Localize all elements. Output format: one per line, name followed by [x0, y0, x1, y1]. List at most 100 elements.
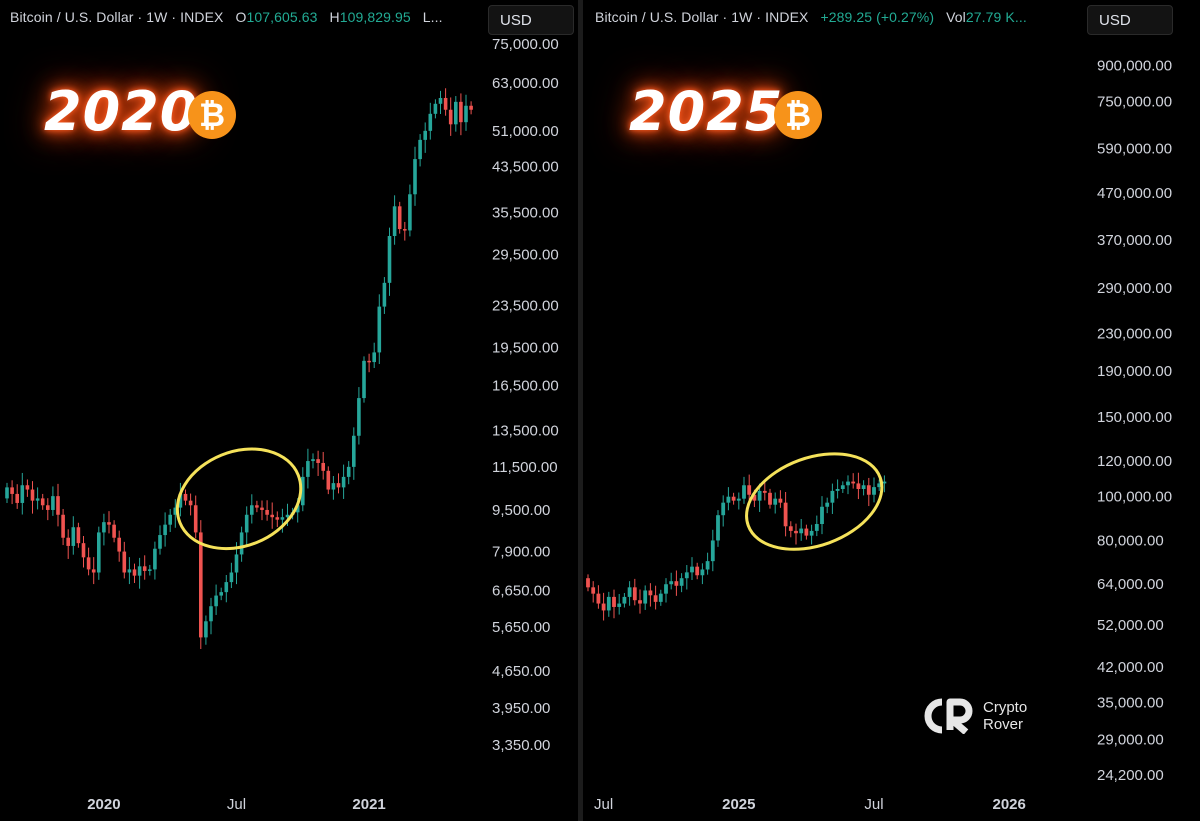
currency-button[interactable]: USD	[488, 5, 574, 35]
open-value: 107,605.63	[246, 9, 318, 25]
candle-body	[71, 527, 76, 546]
candle-body	[132, 569, 137, 576]
x-tick-label: Jul	[594, 796, 613, 813]
symbol-header: Bitcoin / U.S. Dollar · 1W · INDEX O107,…	[10, 9, 443, 25]
y-tick-label: 3,950.00	[492, 700, 550, 717]
y-tick-label: 3,350.00	[492, 737, 550, 754]
y-tick-label: 51,000.00	[492, 123, 559, 140]
candle-body	[464, 105, 468, 123]
x-tick-label: Jul	[864, 796, 883, 813]
candle-body	[357, 398, 361, 436]
candle-body	[866, 485, 871, 495]
candle-body	[664, 584, 668, 594]
highlight-ellipse	[175, 447, 303, 551]
candle-body	[372, 352, 376, 363]
candle-body	[91, 569, 96, 573]
candle-body	[102, 522, 106, 533]
y-tick-label: 100,000.00	[1097, 489, 1172, 506]
candle-body	[86, 557, 91, 570]
candle-body	[148, 569, 152, 571]
candle-body	[408, 194, 412, 231]
candle-body	[606, 596, 611, 611]
y-tick-label: 64,000.00	[1097, 576, 1164, 593]
symbol-label: Bitcoin / U.S. Dollar · 1W · INDEX	[10, 9, 224, 25]
candle-body	[122, 551, 127, 573]
candle-body	[362, 360, 366, 399]
candle-body	[438, 97, 443, 104]
candle-body	[142, 566, 147, 571]
chart-panel-2025[interactable]: Bitcoin / U.S. Dollar · 1W · INDEX +289.…	[583, 0, 1200, 821]
candle-body	[742, 485, 746, 499]
candle-body	[768, 492, 772, 505]
candle-body	[199, 532, 203, 638]
candle-body	[265, 509, 269, 515]
candle-body	[851, 481, 856, 484]
candle-body	[690, 566, 694, 573]
candle-body	[46, 505, 50, 510]
symbol-header: Bitcoin / U.S. Dollar · 1W · INDEX +289.…	[595, 9, 1027, 25]
y-tick-label: 370,000.00	[1097, 232, 1172, 249]
candle-body	[856, 483, 861, 490]
candle-body	[346, 466, 351, 477]
candle-body	[40, 498, 45, 506]
y-tick-label: 150,000.00	[1097, 409, 1172, 426]
candle-body	[81, 543, 86, 558]
candle-body	[163, 524, 167, 536]
y-tick-label: 230,000.00	[1097, 325, 1172, 342]
candle-body	[617, 603, 622, 607]
candle-body	[433, 103, 438, 114]
candle-body	[188, 500, 193, 506]
y-tick-label: 24,200.00	[1097, 767, 1164, 784]
candle-body	[783, 502, 788, 527]
y-tick-label: 590,000.00	[1097, 141, 1172, 158]
y-tick-label: 35,000.00	[1097, 695, 1164, 712]
candle-body	[224, 582, 229, 593]
candle-body	[214, 595, 218, 607]
currency-button[interactable]: USD	[1087, 5, 1173, 35]
candle-body	[418, 139, 422, 160]
y-tick-label: 120,000.00	[1097, 453, 1172, 470]
x-tick-label: 2026	[993, 796, 1026, 813]
y-tick-label: 35,500.00	[492, 205, 559, 222]
y-tick-label: 75,000.00	[492, 36, 559, 53]
candle-body	[336, 483, 341, 488]
high-value: 109,829.95	[339, 9, 411, 25]
candle-body	[809, 530, 814, 536]
candle-body	[846, 481, 850, 486]
y-tick-label: 16,500.00	[492, 377, 559, 394]
candlestick-chart-2025: 900,000.00 750,000.00 590,000.00 470,000.00…	[586, 58, 1172, 813]
candle-body	[15, 493, 19, 503]
candle-body	[280, 517, 285, 520]
high-label: H	[329, 9, 340, 25]
candle-body	[20, 485, 25, 503]
candle-body	[778, 498, 783, 503]
candle-body	[710, 540, 715, 562]
y-tick-label: 11,500.00	[492, 459, 558, 476]
y-tick-label: 29,500.00	[492, 246, 559, 263]
candle-body	[622, 596, 627, 604]
candle-body	[321, 462, 325, 471]
year-title: 2020	[44, 80, 199, 143]
candle-body	[316, 459, 320, 463]
candle-body	[209, 606, 213, 622]
y-tick-label: 42,000.00	[1097, 659, 1164, 676]
candle-body	[825, 502, 830, 507]
chart-panel-2020[interactable]: Bitcoin / U.S. Dollar · 1W · INDEX O107,…	[0, 0, 578, 821]
candle-body	[56, 496, 60, 515]
candle-body	[255, 505, 259, 508]
candle-body	[736, 498, 741, 501]
candle-body	[674, 581, 679, 586]
x-tick-label: Jul	[227, 796, 246, 813]
y-tick-label: 9,500.00	[492, 502, 550, 519]
candle-body	[301, 476, 305, 506]
y-tick-label: 23,500.00	[492, 298, 559, 315]
low-label-truncated: L...	[422, 9, 443, 25]
candle-body	[658, 593, 663, 602]
candle-body	[30, 489, 35, 501]
panel-divider[interactable]	[578, 0, 583, 821]
y-tick-label: 470,000.00	[1097, 185, 1172, 202]
y-tick-label: 4,650.00	[492, 663, 550, 680]
candle-body	[423, 130, 427, 140]
y-tick-label: 6,650.00	[492, 582, 550, 599]
symbol-label: Bitcoin / U.S. Dollar · 1W · INDEX	[595, 9, 809, 25]
